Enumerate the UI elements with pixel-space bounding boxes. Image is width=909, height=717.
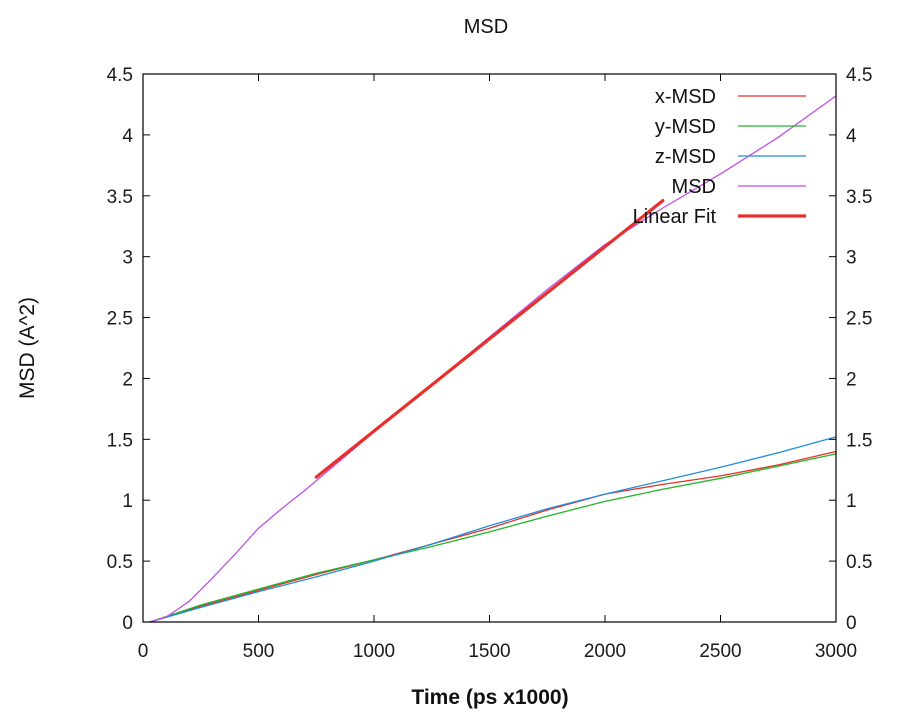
y-tick-label-right: 4 <box>846 126 857 147</box>
legend-label-msd: MSD <box>672 176 716 198</box>
y-tick-label-right: 3.5 <box>846 187 872 208</box>
legend-label-y-msd: y-MSD <box>655 116 716 138</box>
y-tick-label-left: 3 <box>122 248 133 269</box>
y-tick-label-left: 4 <box>122 126 133 147</box>
legend: x-MSD y-MSD z-MSD MSD Linear Fit <box>633 86 806 228</box>
series-line-x-msd <box>149 450 837 623</box>
series-line-y-msd <box>149 453 837 623</box>
y-tick-label-right: 1.5 <box>846 430 872 451</box>
y-tick-label-right: 3 <box>846 248 857 269</box>
y-tick-label-left: 4.5 <box>107 65 133 86</box>
x-axis-label: Time (ps x1000) <box>411 686 568 709</box>
y-tick-label-left: 2.5 <box>107 309 133 330</box>
y-tick-label-right: 1 <box>846 491 857 512</box>
x-tick-label: 2500 <box>699 641 741 662</box>
legend-label-z-msd: z-MSD <box>655 146 716 168</box>
legend-label-linear-fit: Linear Fit <box>633 206 717 228</box>
y-tick-label-left: 1.5 <box>107 430 133 451</box>
y-tick-label-right: 0 <box>846 613 857 634</box>
y-tick-label-left: 2 <box>122 369 133 390</box>
series-line-linear-fit <box>314 199 665 479</box>
y-tick-label-right: 0.5 <box>846 552 872 573</box>
x-tick-label: 1000 <box>353 641 395 662</box>
x-tick-label: 1500 <box>468 641 510 662</box>
series-layer <box>149 95 837 623</box>
series-line-z-msd <box>149 436 837 623</box>
y-tick-label-left: 0 <box>122 613 133 634</box>
y-tick-label-right: 4.5 <box>846 65 872 86</box>
legend-label-x-msd: x-MSD <box>655 86 716 108</box>
x-tick-label: 500 <box>243 641 275 662</box>
y-tick-label-left: 1 <box>122 491 133 512</box>
y-tick-label-right: 2 <box>846 369 857 390</box>
chart-title: MSD <box>464 16 508 38</box>
x-tick-label: 2000 <box>584 641 626 662</box>
y-tick-label-right: 2.5 <box>846 309 872 330</box>
x-tick-label: 3000 <box>815 641 857 662</box>
y-tick-label-left: 3.5 <box>107 187 133 208</box>
x-tick-label: 0 <box>138 641 149 662</box>
y-tick-label-left: 0.5 <box>107 552 133 573</box>
ticks-layer: 0 00.5 0.51 11.5 1.52 22.5 2.53 33.5 3.54 44.5 4.5… <box>107 65 873 662</box>
y-axis-label: MSD (A^2) <box>16 297 39 399</box>
series-line-msd <box>149 95 837 623</box>
